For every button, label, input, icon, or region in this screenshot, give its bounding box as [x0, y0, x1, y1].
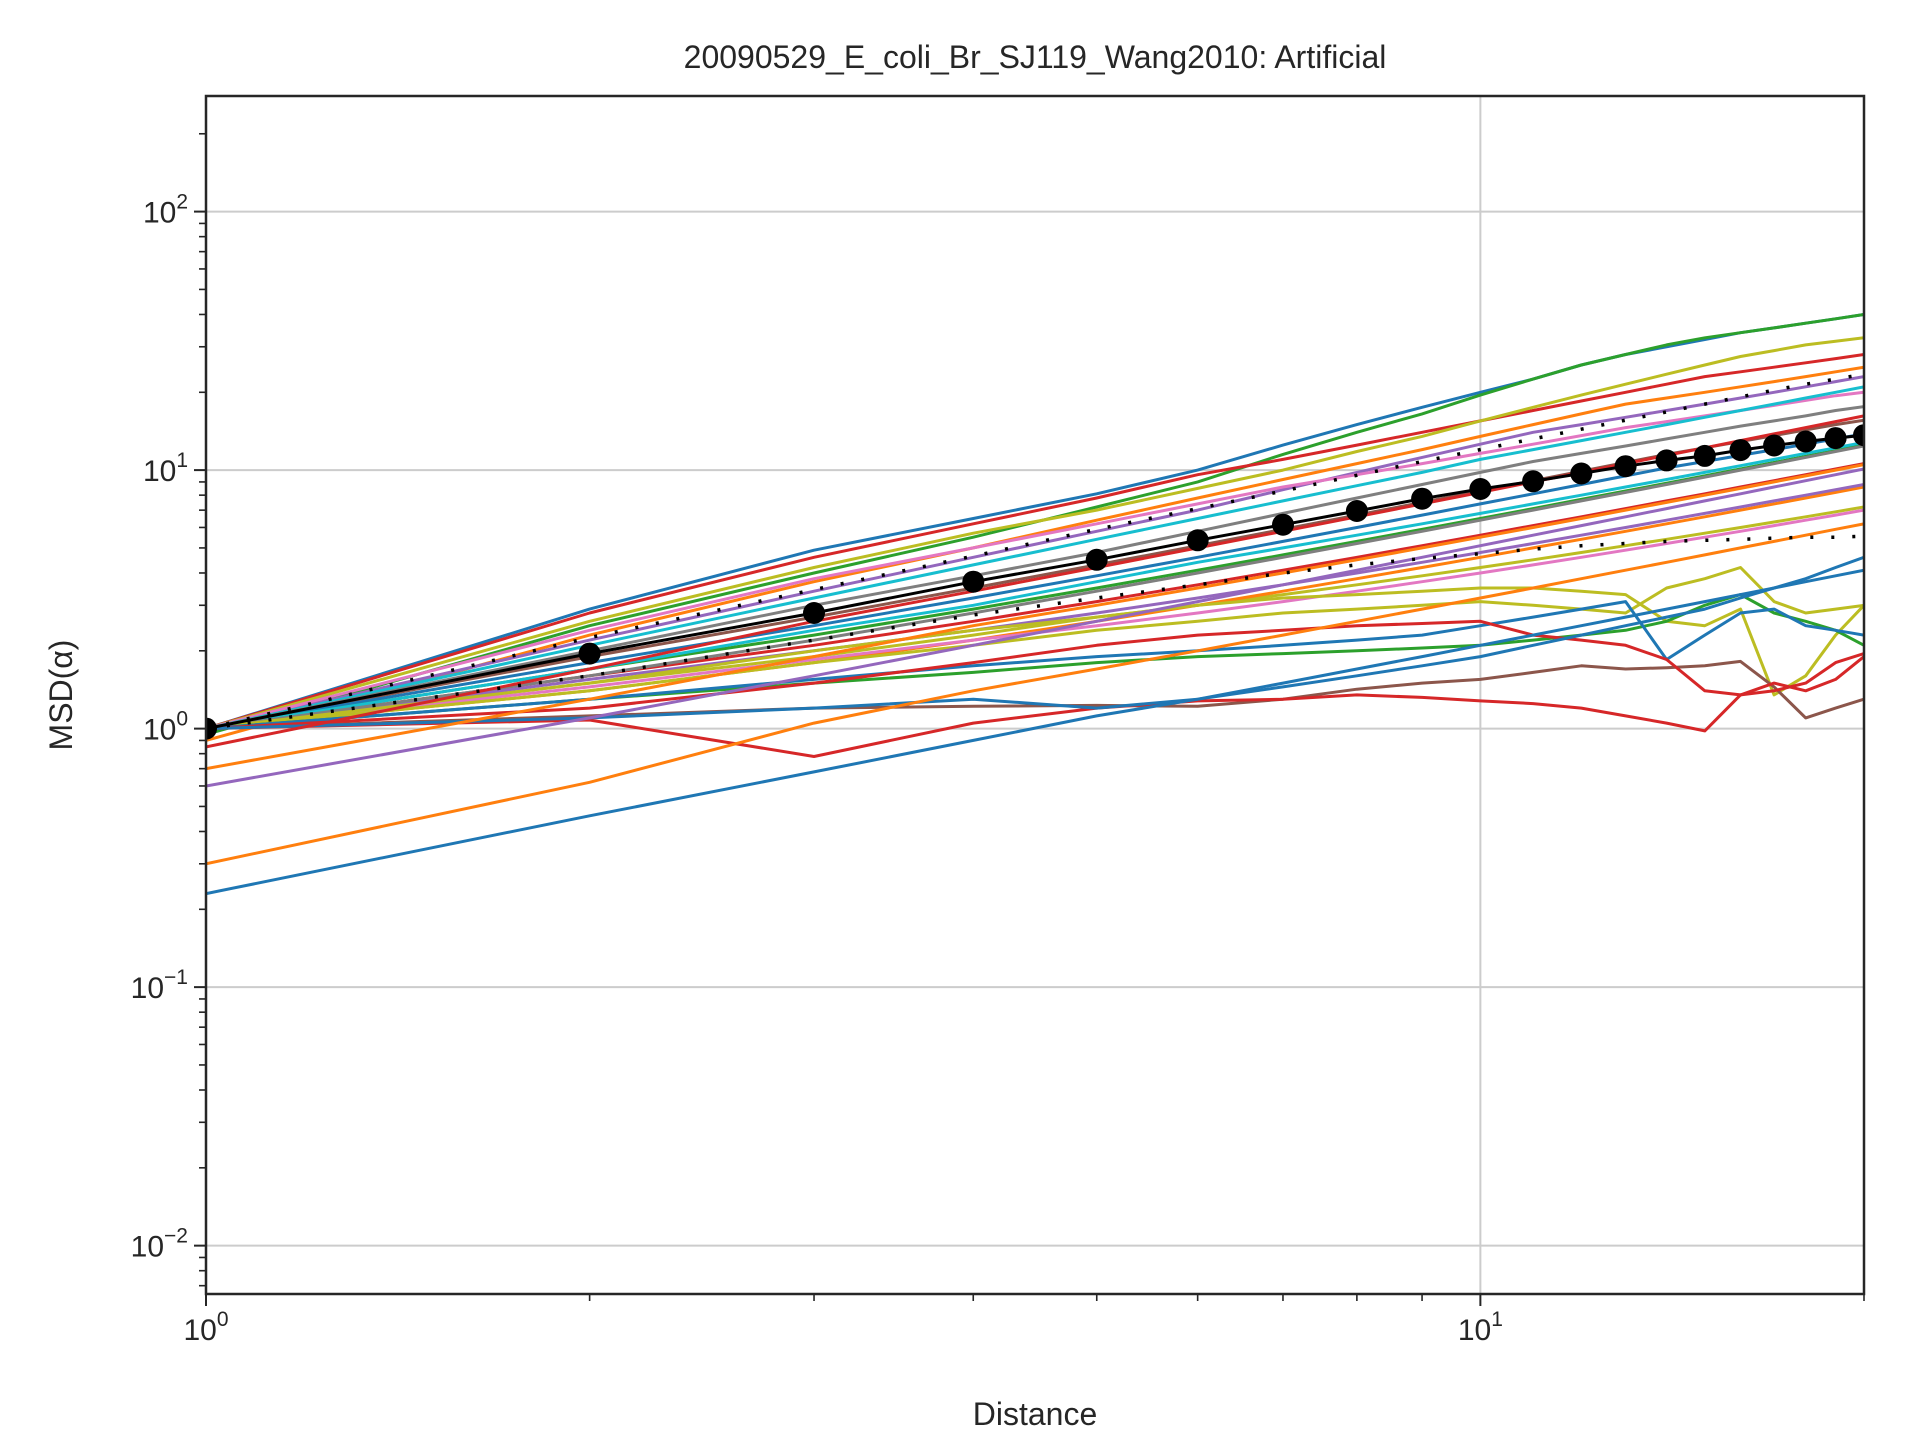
series-line — [206, 440, 1864, 731]
mean-marker — [962, 570, 985, 593]
mean-marker — [803, 602, 825, 624]
mean-marker — [1729, 439, 1752, 462]
series-line — [206, 444, 1864, 731]
series-line — [206, 463, 1864, 771]
mean-marker — [206, 717, 217, 740]
mean-marker — [1186, 529, 1209, 552]
axis-ticks: 100 101 10−2 10−1 100 101 102 — [131, 132, 1865, 1347]
y-tick-label: 10−1 — [131, 966, 188, 1005]
series-line — [206, 385, 1864, 731]
mean-marker — [1794, 430, 1817, 453]
mean-marker — [1345, 500, 1368, 522]
mean-marker — [1655, 449, 1678, 472]
y-tick-label: 10−2 — [131, 1225, 188, 1264]
y-tick-label: 102 — [143, 191, 188, 230]
series-line — [206, 505, 1864, 731]
series-line — [206, 414, 1864, 749]
series-line — [206, 375, 1864, 731]
series-line — [206, 522, 1864, 866]
series-line — [206, 659, 1864, 731]
series-line — [206, 508, 1864, 731]
series-line — [206, 313, 1864, 736]
confidence-band — [206, 372, 1864, 731]
series-line — [206, 619, 1864, 731]
y-axis-label-text: MSD(α) — [43, 640, 79, 751]
lower-bound-line — [206, 534, 1864, 731]
series-line — [206, 405, 1864, 731]
x-tick-label: 100 — [183, 1308, 228, 1347]
x-axis-label: Distance — [973, 1396, 1098, 1432]
series-line — [206, 652, 1864, 758]
mean-marker — [1085, 548, 1108, 571]
chart-title: 20090529_E_coli_Br_SJ119_Wang2010: Artif… — [684, 39, 1387, 75]
series-line — [206, 353, 1864, 731]
mean-marker — [1411, 487, 1434, 510]
mean-marker — [1824, 427, 1847, 450]
mean-marker — [578, 642, 601, 665]
x-tick-label: 101 — [1458, 1308, 1503, 1347]
y-axis-label: MSD(α) — [43, 640, 79, 751]
mean-marker — [1763, 434, 1786, 457]
series-line — [206, 568, 1864, 896]
series-line — [206, 467, 1864, 788]
mean-series — [206, 424, 1864, 740]
upper-bound-line — [206, 372, 1864, 731]
mean-marker — [1614, 455, 1637, 478]
series-lines — [206, 313, 1864, 896]
mean-marker — [1853, 424, 1864, 447]
series-line — [206, 336, 1864, 731]
mean-marker — [1570, 462, 1593, 485]
mean-marker — [1522, 470, 1545, 493]
y-tick-label: 101 — [143, 449, 188, 488]
plot-frame — [204, 94, 1866, 1296]
mean-marker — [1469, 478, 1492, 500]
series-line — [206, 600, 1864, 731]
mean-marker — [1272, 513, 1294, 536]
series-line — [206, 586, 1864, 731]
mean-marker — [1693, 444, 1716, 467]
y-tick-label: 100 — [143, 708, 188, 747]
